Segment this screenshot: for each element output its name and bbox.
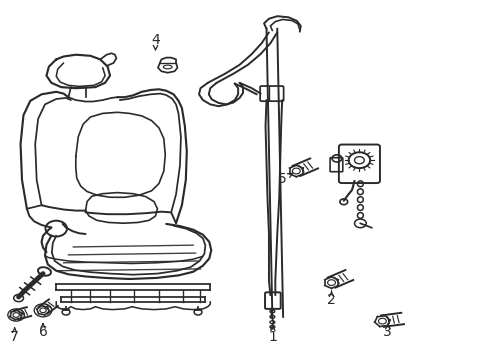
Text: 6: 6 [39, 325, 47, 339]
Text: 1: 1 [268, 330, 277, 344]
Text: 3: 3 [383, 325, 391, 339]
FancyBboxPatch shape [260, 86, 283, 101]
Text: 7: 7 [10, 330, 19, 343]
Text: 4: 4 [151, 33, 160, 47]
Text: 2: 2 [326, 293, 335, 306]
Text: 5: 5 [278, 172, 286, 186]
